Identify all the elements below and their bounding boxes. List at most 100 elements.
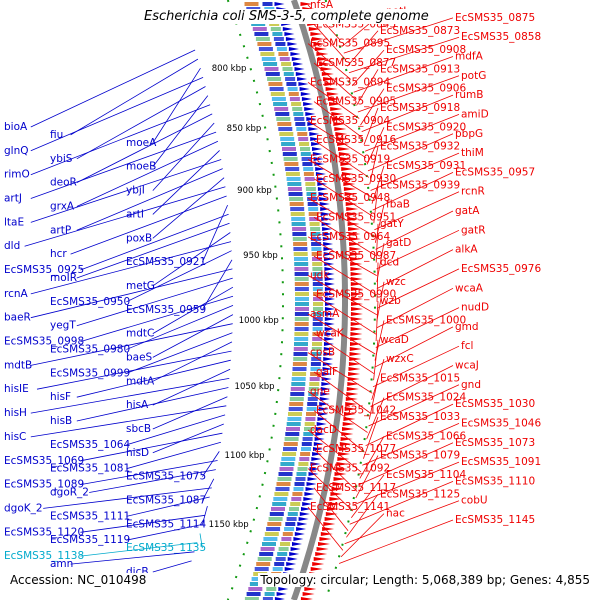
feature-band-block [310, 232, 321, 236]
reverse-gene-arrow [321, 217, 332, 221]
forward-gene-arrow [302, 592, 315, 596]
gene-leader-line [340, 513, 385, 558]
scale-tick-label: 800 kbp [212, 64, 247, 74]
feature-band-block [275, 557, 286, 561]
feature-band-block [278, 52, 289, 56]
gene-label-reverse: moIR [50, 272, 77, 284]
gene-leader-line [76, 277, 233, 327]
feature-band-block [263, 537, 278, 541]
gene-leader-line [307, 120, 367, 159]
feature-band-block [270, 27, 281, 31]
reverse-gene-arrow [324, 332, 335, 336]
gene-label-reverse: EcSMS35_1089 [4, 479, 84, 491]
feature-band-block [308, 392, 319, 396]
gene-leader-line [363, 416, 379, 459]
feature-band-block [267, 522, 282, 526]
gene-label-forward: EcSMS35_1141 [310, 501, 390, 513]
forward-gene-arrow [344, 407, 357, 411]
feature-band-block [312, 267, 323, 271]
feature-band-block [277, 552, 288, 556]
feature-band-block [283, 442, 298, 446]
reverse-gene-arrow [325, 297, 335, 301]
feature-band-block [288, 92, 299, 96]
gene-label-forward: gatA [455, 205, 480, 217]
forward-gene-arrow [348, 372, 361, 376]
gene-leader-line [376, 262, 379, 302]
gene-leader-line [313, 332, 375, 375]
gene-label-forward: EcSMS35_1079 [380, 450, 460, 462]
reverse-gene-arrow [324, 327, 335, 331]
reverse-gene-arrow [302, 502, 313, 506]
feature-band-block [301, 447, 311, 451]
gene-leader-line [152, 560, 192, 573]
forward-gene-arrow [311, 37, 324, 41]
gene-leader-line [126, 332, 233, 374]
gene-label-reverse: EcSMS35_0921 [126, 256, 206, 268]
gene-label-reverse: EcSMS35_1081 [50, 463, 130, 475]
feature-band-block [266, 587, 277, 591]
feature-band-block [303, 167, 314, 171]
gene-label-forward: wzxC [386, 353, 414, 365]
feature-band-block [271, 97, 286, 101]
gene-leader-line [313, 371, 371, 414]
reverse-gene-arrow [318, 192, 329, 196]
gene-leader-line [313, 410, 365, 453]
gene-leader-line [126, 414, 226, 446]
feature-band-block [269, 87, 284, 91]
gene-leader-line [80, 213, 229, 271]
gene-leader-line [30, 378, 230, 414]
gene-leader-line [152, 368, 231, 406]
feature-band-block [279, 57, 290, 61]
forward-gene-arrow [300, 597, 313, 600]
reverse-gene-arrow [324, 277, 335, 281]
feature-band-block [294, 482, 305, 486]
reverse-gene-arrow [324, 337, 335, 341]
feature-band-block [262, 597, 273, 600]
reverse-gene-arrow [323, 242, 334, 246]
feature-band-block [286, 82, 297, 86]
gene-leader-line [152, 396, 228, 430]
feature-band-block [262, 542, 276, 546]
reverse-gene-arrow [286, 562, 297, 566]
feature-band-block [274, 562, 285, 566]
feature-band-block [249, 582, 264, 586]
gene-label-forward: thiM [461, 147, 484, 159]
forward-gene-arrow [304, 587, 317, 591]
gene-leader-line [313, 487, 349, 531]
gene-leader-line [80, 432, 223, 462]
feature-band-block [291, 497, 302, 501]
feature-band-block [304, 177, 315, 181]
feature-band-block [275, 487, 290, 491]
gene-leader-line [361, 94, 454, 132]
forward-gene-arrow [349, 252, 362, 256]
feature-band-block [289, 197, 304, 201]
gene-leader-line [76, 113, 213, 183]
feature-band-block [283, 447, 297, 451]
gene-label-forward: EcSMS35_1066 [386, 430, 466, 442]
feature-band-block [293, 242, 308, 246]
feature-band-block [286, 517, 297, 521]
feature-band-block [290, 212, 305, 216]
forward-gene-arrow [346, 207, 359, 211]
feature-band-block [294, 257, 308, 261]
feature-band-block [292, 227, 307, 231]
gene-leader-line [43, 487, 212, 509]
feature-band-block [293, 347, 308, 351]
gene-label-reverse: dgoK_2 [4, 502, 43, 514]
forward-gene-arrow [350, 277, 363, 281]
reverse-gene-arrow [322, 372, 333, 376]
gene-leader-line [76, 140, 219, 207]
feature-band-block [312, 322, 323, 326]
reverse-gene-arrow [306, 482, 317, 486]
gene-label-forward: dacD [310, 424, 337, 436]
feature-band-block [292, 492, 303, 496]
feature-band-block [312, 287, 323, 291]
reverse-gene-arrow [290, 52, 301, 56]
feature-band-block [290, 207, 305, 211]
feature-band-block [282, 147, 296, 151]
gene-label-forward: EcSMS35_0951 [316, 211, 396, 223]
gene-label-forward: EcSMS35_0990 [316, 289, 396, 301]
gene-label-forward: EcSMS35_1117 [316, 482, 396, 494]
gene-label-reverse: EcSMS35_1069 [4, 455, 84, 467]
feature-band-block [291, 377, 306, 381]
